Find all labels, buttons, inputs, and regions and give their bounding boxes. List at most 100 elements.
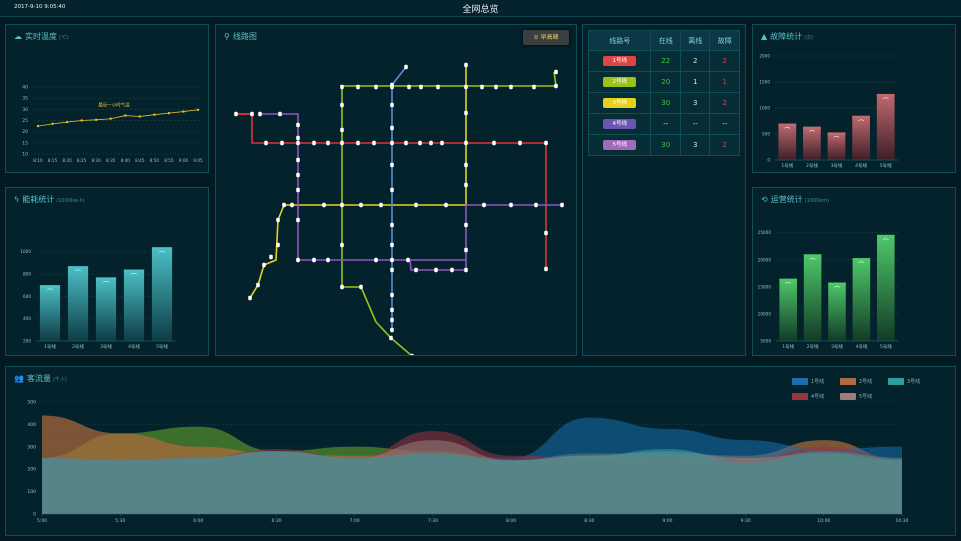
station-marker — [404, 64, 408, 70]
station-marker — [262, 262, 266, 268]
temperature-point — [138, 115, 142, 118]
legend-item[interactable]: 3号线 — [888, 378, 920, 385]
y-tick-label: 20000 — [758, 257, 772, 262]
y-tick-label: 25 — [22, 118, 28, 124]
station-marker — [296, 140, 300, 146]
station-marker — [464, 140, 468, 146]
station-marker — [494, 84, 498, 90]
temperature-panel: ☁ 实时温度 (℃) 10 15 20 25 30 35 40 8:10 8:15 8:20 8:25 8… — [5, 24, 209, 173]
station-marker — [340, 140, 344, 146]
legend-item[interactable]: 1号线 — [792, 378, 824, 385]
line-2-route — [341, 71, 557, 355]
bar-cap — [67, 266, 89, 269]
series-area-line-3 — [42, 449, 902, 514]
x-tick-label: 3号线 — [831, 343, 843, 350]
line-status-table: 线路号 在线 离线 故障 1号线 22 2 2 2号线 20 1 1 3号线 3… — [587, 30, 740, 156]
col-fault: 故障 — [709, 30, 740, 51]
x-tick-label: 2号线 — [806, 162, 818, 169]
temperature-point — [51, 122, 54, 126]
line-status-panel: 线路号 在线 离线 故障 1号线 22 2 2 2号线 20 1 1 3号线 3… — [582, 24, 746, 356]
legend-label: 3号线 — [907, 379, 921, 385]
temperature-point — [36, 124, 40, 128]
bar-icon: ⌒ — [858, 262, 864, 269]
legend-swatch — [792, 378, 808, 385]
x-tick-label: 2号线 — [807, 343, 819, 350]
route-map-title: ⚲ 线路图 — [224, 32, 257, 41]
temperature-point — [182, 110, 185, 113]
y-tick-label: 20 — [22, 129, 28, 135]
station-marker — [356, 84, 360, 90]
morning-peak-button[interactable]: ♉ 早高峰 — [523, 30, 569, 45]
station-marker — [296, 187, 300, 193]
bar — [852, 115, 870, 160]
station-marker — [434, 267, 438, 273]
mileage-title: ⟲ 运营统计 (1000km) — [761, 195, 830, 204]
station-marker — [444, 202, 448, 208]
table-row[interactable]: 4号线 -- -- -- — [587, 113, 740, 135]
legend-item[interactable]: 2号线 — [840, 378, 872, 385]
line-badge: 2号线 — [603, 77, 637, 87]
x-tick-label: 1号线 — [782, 343, 794, 350]
station-marker — [359, 284, 363, 290]
x-tick-label: 9:00 — [662, 518, 672, 524]
legend-item[interactable]: 4号线 — [792, 393, 824, 400]
station-marker — [390, 317, 394, 323]
x-tick-label: 10:30 — [896, 518, 909, 524]
station-marker — [390, 102, 394, 108]
x-tick-label: 5号线 — [880, 343, 892, 350]
station-marker — [296, 122, 300, 128]
station-marker — [389, 335, 393, 341]
bar — [877, 234, 895, 341]
table-row[interactable]: 1号线 22 2 2 — [587, 50, 740, 72]
x-tick-label: 1号线 — [44, 343, 56, 350]
y-tick-label: 1500 — [759, 80, 770, 85]
passenger-flow-chart: 0 100 200 300 400 500 5:00 5:30 6:00 6:30 7:00 7:30… — [27, 400, 909, 525]
x-tick-label: 8:25 — [77, 158, 87, 163]
station-marker — [418, 140, 422, 146]
y-tick-label: 40 — [22, 85, 28, 91]
warning-icon: ▲ — [761, 32, 768, 41]
x-tick-label: 5:30 — [115, 518, 125, 524]
y-tick-label: 5000 — [760, 339, 771, 344]
fault-stats-panel: ▲ 故障统计 (次) 0 500 1000 1500 2000 ⌒ 1号线 ⌒ 2号线 ⌒ 3号线 ⌒ 4号… — [752, 24, 956, 173]
y-tick-label: 600 — [23, 294, 31, 299]
bar — [95, 277, 117, 341]
cloud-icon: ☁ — [14, 32, 22, 41]
station-marker — [340, 284, 344, 290]
station-marker — [340, 127, 344, 133]
fault-stats-chart: 0 500 1000 1500 2000 ⌒ 1号线 ⌒ 2号线 ⌒ 3号线 ⌒ 4号线 ⌒ 5号线 — [759, 54, 898, 169]
table-row[interactable]: 3号线 30 3 2 — [587, 92, 740, 114]
bar — [67, 266, 89, 341]
y-tick-label: 35 — [22, 96, 28, 102]
station-marker — [464, 110, 468, 116]
temperature-point — [153, 113, 156, 116]
station-marker — [390, 187, 394, 193]
bar-cap — [803, 126, 821, 130]
history-icon: ⟲ — [761, 195, 768, 204]
station-marker — [436, 84, 440, 90]
station-marker — [464, 267, 468, 273]
station-marker — [296, 157, 300, 163]
bar — [39, 285, 61, 341]
y-tick-label: 800 — [23, 272, 31, 277]
table-row[interactable]: 2号线 20 1 1 — [587, 71, 740, 93]
bar-cap — [852, 258, 871, 261]
y-tick-label: 10 — [22, 152, 28, 158]
station-marker — [464, 182, 468, 188]
station-marker — [419, 84, 423, 90]
y-tick-label: 400 — [23, 316, 31, 321]
col-offline: 离线 — [679, 30, 711, 51]
temperature-point — [80, 119, 83, 122]
x-tick-label: 8:35 — [106, 158, 116, 163]
station-marker — [326, 257, 330, 263]
table-row[interactable]: 5号线 30 3 2 — [587, 134, 740, 156]
bar — [828, 282, 846, 341]
x-tick-label: 4号线 — [855, 162, 867, 169]
station-marker — [356, 140, 360, 146]
line-4-route — [391, 66, 407, 328]
bar — [779, 278, 797, 341]
legend-item[interactable]: 5号线 — [840, 393, 872, 400]
legend-swatch — [840, 393, 856, 400]
bar-icon: ⌒ — [833, 136, 839, 143]
y-tick-label: 30 — [22, 107, 28, 113]
